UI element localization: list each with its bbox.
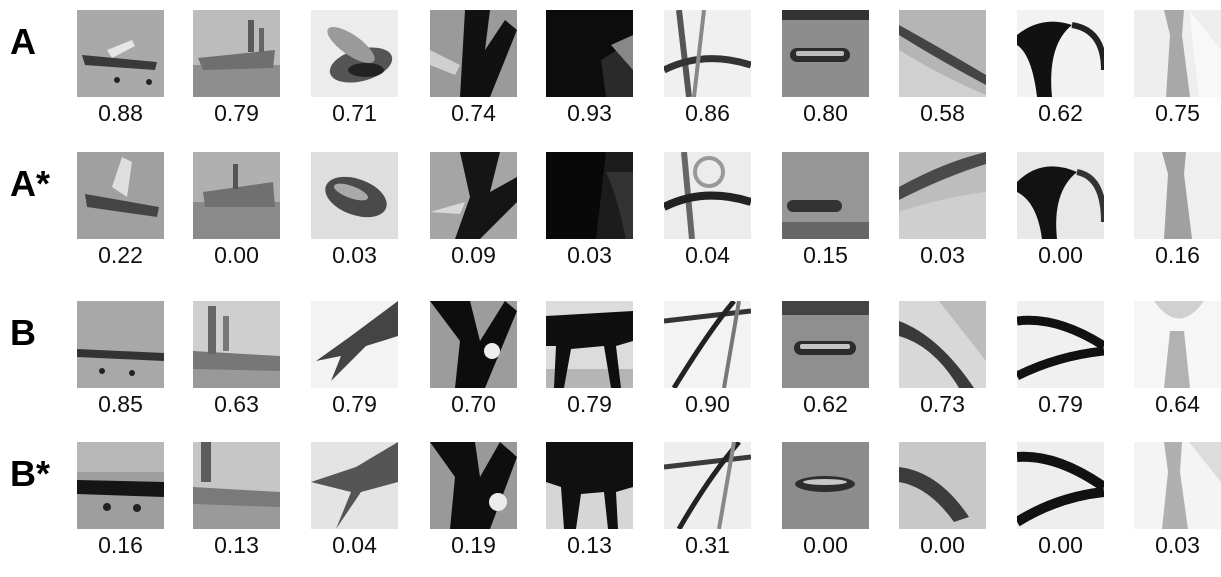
score: 0.04 [332, 532, 377, 558]
score: 0.09 [451, 242, 496, 268]
score: 0.00 [1038, 532, 1083, 558]
airplane-image [77, 442, 164, 529]
score: 0.79 [332, 391, 377, 417]
score: 0.80 [803, 100, 848, 126]
row-label: B* [10, 453, 51, 494]
eyeglasses-image [1017, 301, 1104, 388]
score: 0.62 [1038, 100, 1083, 126]
score: 0.88 [98, 100, 143, 126]
row-B: B 0.85 0.63 0.79 0.70 0.79 0.90 [0, 301, 1221, 436]
score: 0.73 [920, 391, 965, 417]
bicycle-image [664, 442, 751, 529]
score: 0.79 [567, 391, 612, 417]
ship-image [193, 152, 280, 239]
score: 0.74 [451, 100, 496, 126]
row-A: A 0.88 0.79 0.71 0.74 0.93 0.86 [0, 10, 1221, 145]
score: 0.70 [451, 391, 496, 417]
score: 0.93 [567, 100, 612, 126]
airplane-image [77, 152, 164, 239]
row-label: A [10, 21, 36, 62]
score: 0.22 [98, 242, 143, 268]
score: 0.62 [803, 391, 848, 417]
score: 0.90 [685, 391, 730, 417]
ship-image [193, 10, 280, 97]
score: 0.79 [214, 100, 259, 126]
horse-image [546, 10, 633, 97]
score: 0.04 [685, 242, 730, 268]
score: 0.16 [98, 532, 143, 558]
score: 0.71 [332, 100, 377, 126]
score: 0.13 [567, 532, 612, 558]
bird-silhouette-image [430, 442, 517, 529]
bird-silhouette-image [430, 152, 517, 239]
bicycle-image [664, 152, 751, 239]
airplane-image [77, 10, 164, 97]
necktie-image [1134, 10, 1221, 97]
ship-image [193, 442, 280, 529]
necktie-image [1134, 442, 1221, 529]
score: 0.16 [1155, 242, 1200, 268]
car-door-handle-image [782, 301, 869, 388]
eyeglasses-image [1017, 10, 1104, 97]
score: 0.03 [567, 242, 612, 268]
score: 0.31 [685, 532, 730, 558]
score: 0.00 [1038, 242, 1083, 268]
ship-image [193, 301, 280, 388]
horse-image [546, 301, 633, 388]
score: 0.03 [332, 242, 377, 268]
eyeglasses-image [1017, 442, 1104, 529]
score: 0.79 [1038, 391, 1083, 417]
bicycle-image [664, 301, 751, 388]
score: 0.03 [920, 242, 965, 268]
score: 0.19 [451, 532, 496, 558]
bird-silhouette-image [430, 10, 517, 97]
eye-image [899, 442, 986, 529]
necktie-image [1134, 301, 1221, 388]
row-B-star: B* 0.16 0.13 0.04 0.19 0.13 0.31 [0, 442, 1221, 577]
row-label: B [10, 312, 36, 353]
score: 0.64 [1155, 391, 1200, 417]
bicycle-image [664, 10, 751, 97]
insect-wing-image [311, 152, 398, 239]
car-door-handle-image [782, 152, 869, 239]
score: 0.00 [920, 532, 965, 558]
insect-wing-image [311, 10, 398, 97]
eye-image [899, 301, 986, 388]
score: 0.13 [214, 532, 259, 558]
insect-wing-image [311, 301, 398, 388]
score: 0.75 [1155, 100, 1200, 126]
car-door-handle-image [782, 10, 869, 97]
eye-image [899, 152, 986, 239]
score: 0.85 [98, 391, 143, 417]
eye-image [899, 10, 986, 97]
row-A-star: A* 0.22 0.00 0.03 0.09 0.03 0.04 [0, 152, 1221, 287]
car-door-handle-image [782, 442, 869, 529]
insect-wing-image [311, 442, 398, 529]
eyeglasses-image [1017, 152, 1104, 239]
row-label: A* [10, 163, 51, 204]
score: 0.00 [803, 532, 848, 558]
score: 0.03 [1155, 532, 1200, 558]
score: 0.63 [214, 391, 259, 417]
horse-image [546, 442, 633, 529]
score: 0.15 [803, 242, 848, 268]
score: 0.00 [214, 242, 259, 268]
horse-image [546, 152, 633, 239]
necktie-image [1134, 152, 1221, 239]
airplane-image [77, 301, 164, 388]
score: 0.86 [685, 100, 730, 126]
bird-silhouette-image [430, 301, 517, 388]
score: 0.58 [920, 100, 965, 126]
